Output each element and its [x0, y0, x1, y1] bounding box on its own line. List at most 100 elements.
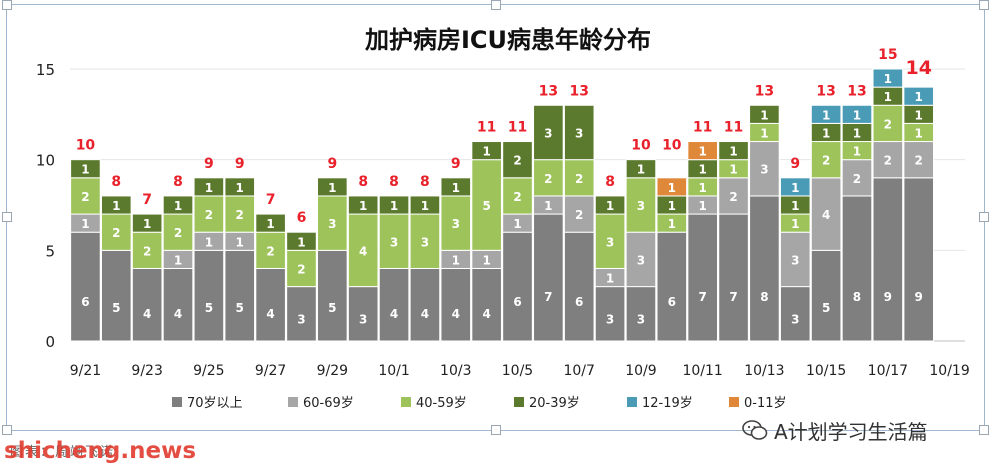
bar-segment	[749, 195, 780, 342]
bar-segment	[100, 195, 132, 215]
data-label: 1	[822, 126, 830, 140]
wechat-watermark: A计划学习生活篇	[742, 415, 928, 445]
data-label: 6	[513, 295, 521, 309]
data-label: 2	[81, 190, 89, 204]
data-label: 2	[822, 154, 830, 168]
x-tick-label: 10/5	[502, 363, 533, 379]
labels-layer: 6 1 2 1 10 5 2 1 8 4 2 1 7 4 1 2 1 8 5 1 2 1 9 5 1 2 1 9 4 2 1 7 3 2 1 6 5 3 1…	[76, 47, 932, 327]
total-label: 8	[420, 174, 430, 190]
total-label: 11	[508, 120, 527, 136]
resize-handle-top[interactable]	[491, 0, 501, 10]
bar-segment	[810, 177, 842, 251]
data-label: 1	[791, 199, 799, 213]
resize-handle-right[interactable]	[979, 212, 989, 222]
data-label: 3	[606, 235, 614, 249]
total-label: 8	[389, 174, 399, 190]
data-label: 2	[575, 208, 583, 222]
total-label: 9	[790, 156, 800, 172]
bar-segment	[718, 177, 749, 215]
bar-segment	[440, 195, 472, 251]
bar-segment	[810, 141, 842, 179]
resize-handle-bottom-left[interactable]	[2, 425, 12, 435]
bar-segment	[193, 249, 225, 342]
data-label: 1	[791, 217, 799, 231]
data-label: 4	[390, 307, 398, 321]
data-label: 2	[853, 172, 861, 186]
bar-segment	[70, 159, 101, 179]
bar-segment	[193, 195, 225, 233]
data-label: 1	[112, 199, 120, 213]
bar-segment	[471, 141, 502, 161]
bar-segment	[872, 177, 904, 342]
data-label: 2	[513, 154, 521, 168]
bar-segment	[872, 68, 904, 88]
data-label: 3	[328, 217, 336, 231]
bar-segment	[841, 195, 873, 342]
total-label: 6	[297, 210, 307, 226]
data-label: 7	[729, 290, 737, 304]
x-tick-label: 10/15	[806, 363, 846, 379]
data-label: 5	[482, 199, 490, 213]
data-label: 1	[513, 217, 521, 231]
chart-credit: 图表：周翊飞诺	[10, 445, 116, 460]
data-label: 1	[266, 217, 274, 231]
x-tick-label: 10/7	[563, 363, 594, 379]
resize-handle-left[interactable]	[2, 212, 12, 222]
resize-handle-top-left[interactable]	[2, 0, 12, 10]
bar-segment	[378, 195, 410, 215]
y-tick-label: 0	[45, 333, 55, 351]
bar-segment	[502, 141, 533, 179]
data-label: 3	[421, 235, 429, 249]
data-label: 7	[544, 290, 552, 304]
data-label: 1	[482, 145, 490, 159]
data-label: 5	[236, 301, 244, 315]
total-label: 8	[111, 174, 121, 190]
total-label: 13	[816, 83, 835, 99]
data-label: 3	[637, 199, 645, 213]
bar-segment	[347, 286, 379, 342]
data-label: 3	[544, 126, 552, 140]
x-tick-label: 9/27	[255, 363, 286, 379]
total-label: 13	[755, 83, 774, 99]
bar-segment	[749, 104, 780, 124]
resize-handle-bottom[interactable]	[491, 425, 501, 435]
bar-segment	[70, 231, 101, 342]
bar-segment	[378, 267, 410, 342]
data-label: 1	[143, 217, 151, 231]
bar-segment	[533, 104, 564, 161]
data-label: 1	[606, 272, 614, 286]
data-label: 1	[884, 72, 892, 86]
data-label: 6	[575, 295, 583, 309]
data-label: 9	[915, 290, 923, 304]
bars-layer	[70, 68, 935, 342]
data-label: 7	[698, 290, 706, 304]
data-label: 9	[884, 290, 892, 304]
data-label: 1	[884, 90, 892, 104]
legend-swatch	[627, 397, 637, 407]
total-label: 15	[878, 47, 897, 63]
bar-segment	[502, 177, 533, 215]
bar-segment	[471, 267, 502, 342]
data-label: 4	[421, 307, 429, 321]
total-label: 7	[142, 192, 152, 208]
data-label: 2	[297, 262, 305, 276]
x-tick-label: 10/9	[625, 363, 656, 379]
data-label: 3	[452, 217, 460, 231]
data-label: 2	[266, 244, 274, 258]
data-label: 1	[915, 108, 923, 122]
resize-handle-bottom-right[interactable]	[979, 425, 989, 435]
bar-segment	[255, 231, 286, 269]
data-label: 2	[513, 190, 521, 204]
bar-segment	[286, 231, 317, 251]
resize-handle-top-right[interactable]	[979, 0, 989, 10]
data-label: 1	[668, 181, 676, 195]
legend-label: 12-19岁	[642, 396, 693, 411]
data-label: 3	[359, 313, 367, 327]
total-label: 8	[358, 174, 368, 190]
bar-segment	[903, 86, 935, 106]
data-label: 2	[112, 226, 120, 240]
data-label: 1	[421, 199, 429, 213]
bar-segment	[841, 104, 873, 124]
y-tick-label: 5	[45, 242, 55, 260]
data-label: 1	[791, 181, 799, 195]
